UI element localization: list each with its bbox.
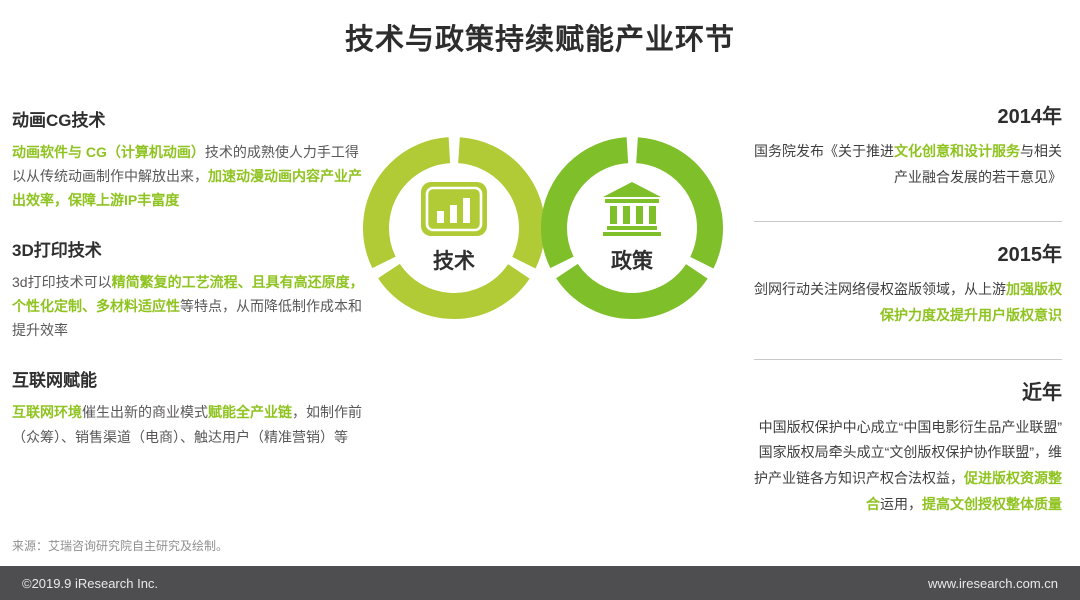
highlight-text: 文化创意和设计服务	[894, 143, 1020, 159]
section-divider	[754, 358, 1062, 360]
body-text: 国务院发布《关于推进	[754, 143, 894, 159]
left-section-heading: 动画CG技术	[12, 111, 106, 130]
timeline-year: 2014年	[997, 106, 1063, 128]
body-text: 剑网行动关注网络侵权盗版领域，从上游	[754, 280, 1006, 297]
timeline-year: 近年	[1022, 381, 1062, 404]
body-text: 国家版权局牵头成立“文创版权保护协作联盟”，维护产业链各方知识产权合法权益，	[754, 444, 1062, 487]
timeline-section: 2014年国务院发布《关于推进文化创意和设计服务与相关产业融合发展的若干意见》	[754, 100, 1062, 191]
timeline-year: 2015年	[997, 243, 1063, 266]
source-note: 来源：艾瑞咨询研究院自主研究及绘制。	[12, 539, 229, 553]
body-text: ，如制作前（众筹）、销售渠道（电商）、触达用户（精准营销）等	[12, 404, 362, 445]
section-divider	[754, 220, 1062, 222]
timeline-body: 剑网行动关注网络侵权盗版领域，从上游加强版权保护力度及提升用户版权意识	[754, 277, 1062, 329]
left-section-body: 互联网环境催生出新的商业模式赋能全产业链，如制作前（众筹）、销售渠道（电商）、触…	[12, 400, 364, 448]
left-column: 动画CG技术动画软件与 CG（计算机动画）技术的成熟使人力手工得以从传统动画制作…	[12, 106, 364, 473]
timeline-body: 中国版权保护中心成立“中国电影衍生品产业联盟” 国家版权局牵头成立“文创版权保护协…	[754, 415, 1062, 519]
left-section: 3D打印技术 3d打印技术可以精简繁复的工艺流程、且具有高还原度，个性化定制、多材…	[12, 236, 364, 342]
tech-ring	[363, 137, 545, 319]
left-section: 动画CG技术动画软件与 CG（计算机动画）技术的成熟使人力手工得以从传统动画制作…	[12, 106, 364, 212]
footer-copyright: ©2019.9 iResearch Inc.	[22, 575, 159, 591]
body-text: 中国版权保护中心成立“中国电影衍生品产业联盟”	[758, 418, 1062, 435]
left-section-body: 3d打印技术可以精简繁复的工艺流程、且具有高还原度，个性化定制、多材料适应性等特…	[12, 270, 364, 342]
right-column: 2014年 国务院发布《关于推进文化创意和设计服务与相关产业融合发展的若干意见》 2…	[754, 100, 1062, 548]
body-text: 3d打印技术可以	[12, 274, 112, 291]
footer-bar: ©2019.9 iResearch Inc. www.iresearch.com…	[0, 566, 1080, 600]
highlight-text: 精简繁复的工艺流程、且具有高还原度，个性化定制、多材料适应性	[12, 274, 364, 315]
highlight-text: 加强版权保护力度及提升用户版权意识	[880, 280, 1062, 323]
page-title: 技术与政策持续赋能产业环节	[344, 24, 735, 56]
policy-circle-content: 政策	[540, 136, 724, 320]
policy-ring	[541, 137, 723, 319]
highlight-text: 赋能全产业链	[208, 404, 292, 421]
footer-website: www.iresearch.com.cn	[927, 575, 1058, 591]
left-section-heading: 3D打印技术	[12, 241, 102, 261]
policy-label: 政策	[611, 249, 653, 273]
tech-circle: 技术	[362, 136, 546, 320]
policy-circle: 政策	[540, 136, 724, 320]
body-text: 等特点，从而降低制作成本和提升效率	[12, 298, 362, 339]
tech-circle-content: 技术	[362, 136, 546, 320]
highlight-text: 动画软件与 CG（计算机动画）	[12, 144, 205, 160]
timeline-section: 2015年剑网行动关注网络侵权盗版领域，从上游加强版权保护力度及提升用户版权意识	[754, 220, 1063, 329]
left-section: 互联网赋能互联网环境催生出新的商业模式赋能全产业链，如制作前（众筹）、销售渠道（…	[12, 366, 364, 448]
timeline-section: 近年中国版权保护中心成立“中国电影衍生品产业联盟” 国家版权局牵头成立“文创版权保…	[754, 358, 1062, 519]
highlight-text: 互联网环境	[12, 404, 82, 421]
bar-chart-icon	[421, 181, 487, 236]
highlight-text: 提高文创授权整体质量	[922, 496, 1062, 513]
left-section-heading: 互联网赋能	[12, 371, 97, 391]
body-text: 运用，	[880, 496, 922, 513]
highlight-text: 促进版权资源整合	[866, 470, 1062, 513]
tech-label: 技术	[433, 249, 475, 273]
body-text: 催生出新的商业模式	[82, 404, 208, 421]
body-text: 与相关产业融合发展的若干意见》	[894, 143, 1062, 185]
body-text: 技术的成熟使人力手工得以从传统动画制作中解放出来，	[12, 144, 359, 185]
bank-icon	[603, 181, 661, 236]
left-section-body: 动画软件与 CG（计算机动画）技术的成熟使人力手工得以从传统动画制作中解放出来，…	[12, 140, 364, 212]
highlight-text: 加速动漫动画内容产业产出效率，保障上游IP丰富度	[12, 168, 362, 209]
timeline-body: 国务院发布《关于推进文化创意和设计服务与相关产业融合发展的若干意见》	[754, 139, 1062, 191]
